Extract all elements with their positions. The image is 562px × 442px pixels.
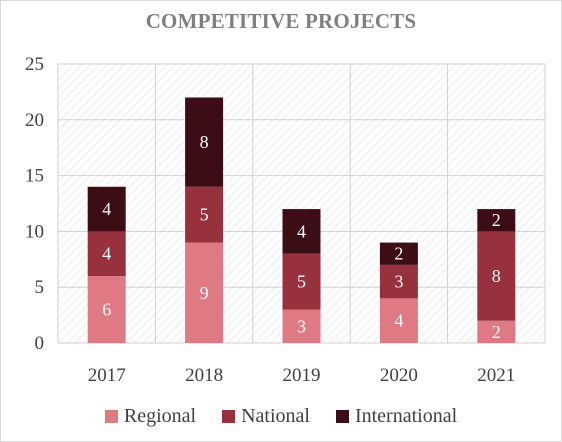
bar-data-label: 4 xyxy=(394,311,403,331)
legend-item: National xyxy=(222,405,310,428)
chart-title: COMPETITIVE PROJECTS xyxy=(145,9,417,33)
bar-data-label: 9 xyxy=(200,283,209,303)
y-tick-label: 10 xyxy=(25,221,44,242)
legend-item: Regional xyxy=(104,405,197,428)
bar-segment xyxy=(185,242,224,343)
x-tick-label: 2020 xyxy=(380,365,418,386)
bar-data-label: 4 xyxy=(297,221,306,241)
bar-data-label: 5 xyxy=(297,272,306,292)
bar-segment xyxy=(87,186,126,232)
x-tick-label: 2019 xyxy=(283,365,321,386)
bar-segment xyxy=(477,320,516,343)
bar-data-label: 4 xyxy=(102,244,111,264)
y-tick-label: 20 xyxy=(25,110,44,131)
bar-data-label: 2 xyxy=(492,322,501,342)
legend-swatch xyxy=(335,410,349,423)
bar-data-label: 2 xyxy=(492,210,501,230)
bar-data-label: 6 xyxy=(102,300,111,320)
bar-segment xyxy=(379,298,418,343)
bar-data-label: 4 xyxy=(102,199,111,219)
chart-legend: Regional National International xyxy=(1,405,561,428)
bar-data-label: 8 xyxy=(492,266,501,286)
legend-label: International xyxy=(354,405,458,427)
bar-data-label: 2 xyxy=(394,244,403,264)
bar-segment xyxy=(477,209,516,232)
x-tick-label: 2021 xyxy=(477,365,515,386)
y-tick-label: 0 xyxy=(35,333,45,354)
bar-segment xyxy=(282,309,321,343)
legend-swatch xyxy=(104,410,118,423)
bar-data-label: 5 xyxy=(200,205,209,225)
bar-segment xyxy=(282,209,321,254)
legend-label: Regional xyxy=(123,405,197,427)
y-tick-label: 25 xyxy=(25,54,44,75)
y-tick-label: 5 xyxy=(35,277,45,298)
legend-item: International xyxy=(335,405,458,428)
bar-data-label: 8 xyxy=(200,132,209,152)
bar-data-label: 3 xyxy=(297,316,306,336)
x-tick-label: 2018 xyxy=(185,365,223,386)
bar-segment xyxy=(379,242,418,265)
bar-segment xyxy=(282,253,321,310)
bar-data-label: 3 xyxy=(394,272,403,292)
y-tick-label: 15 xyxy=(25,166,44,187)
bar-segment xyxy=(87,231,126,277)
bar-segment xyxy=(477,231,516,321)
legend-label: National xyxy=(241,405,310,427)
bar-segment xyxy=(185,97,224,187)
x-tick-label: 2017 xyxy=(88,365,126,386)
bar-segment xyxy=(185,186,224,243)
bar-segment xyxy=(379,264,418,299)
legend-swatch xyxy=(222,410,236,423)
bar-segment xyxy=(87,276,126,343)
